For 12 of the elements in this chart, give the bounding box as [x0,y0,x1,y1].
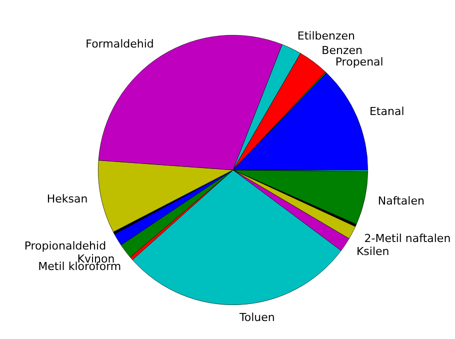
slice-label: Etanal [369,104,404,118]
slice-label: Heksan [46,192,88,206]
slice-label: Formaldehid [86,37,154,50]
slice-label: Naftalen [378,194,424,208]
slice-label: Ksilen [356,245,390,258]
slice-label: Toluen [238,311,275,324]
slice-label: Benzen [322,44,362,57]
slice-label: 2-Metil naftalen [364,232,451,245]
slice-label: Propenal [335,56,384,69]
slice-label: Propionaldehid [24,240,106,253]
slice-label: Etilbenzen [297,29,356,42]
slice-label: Metil kloroform [38,260,122,274]
